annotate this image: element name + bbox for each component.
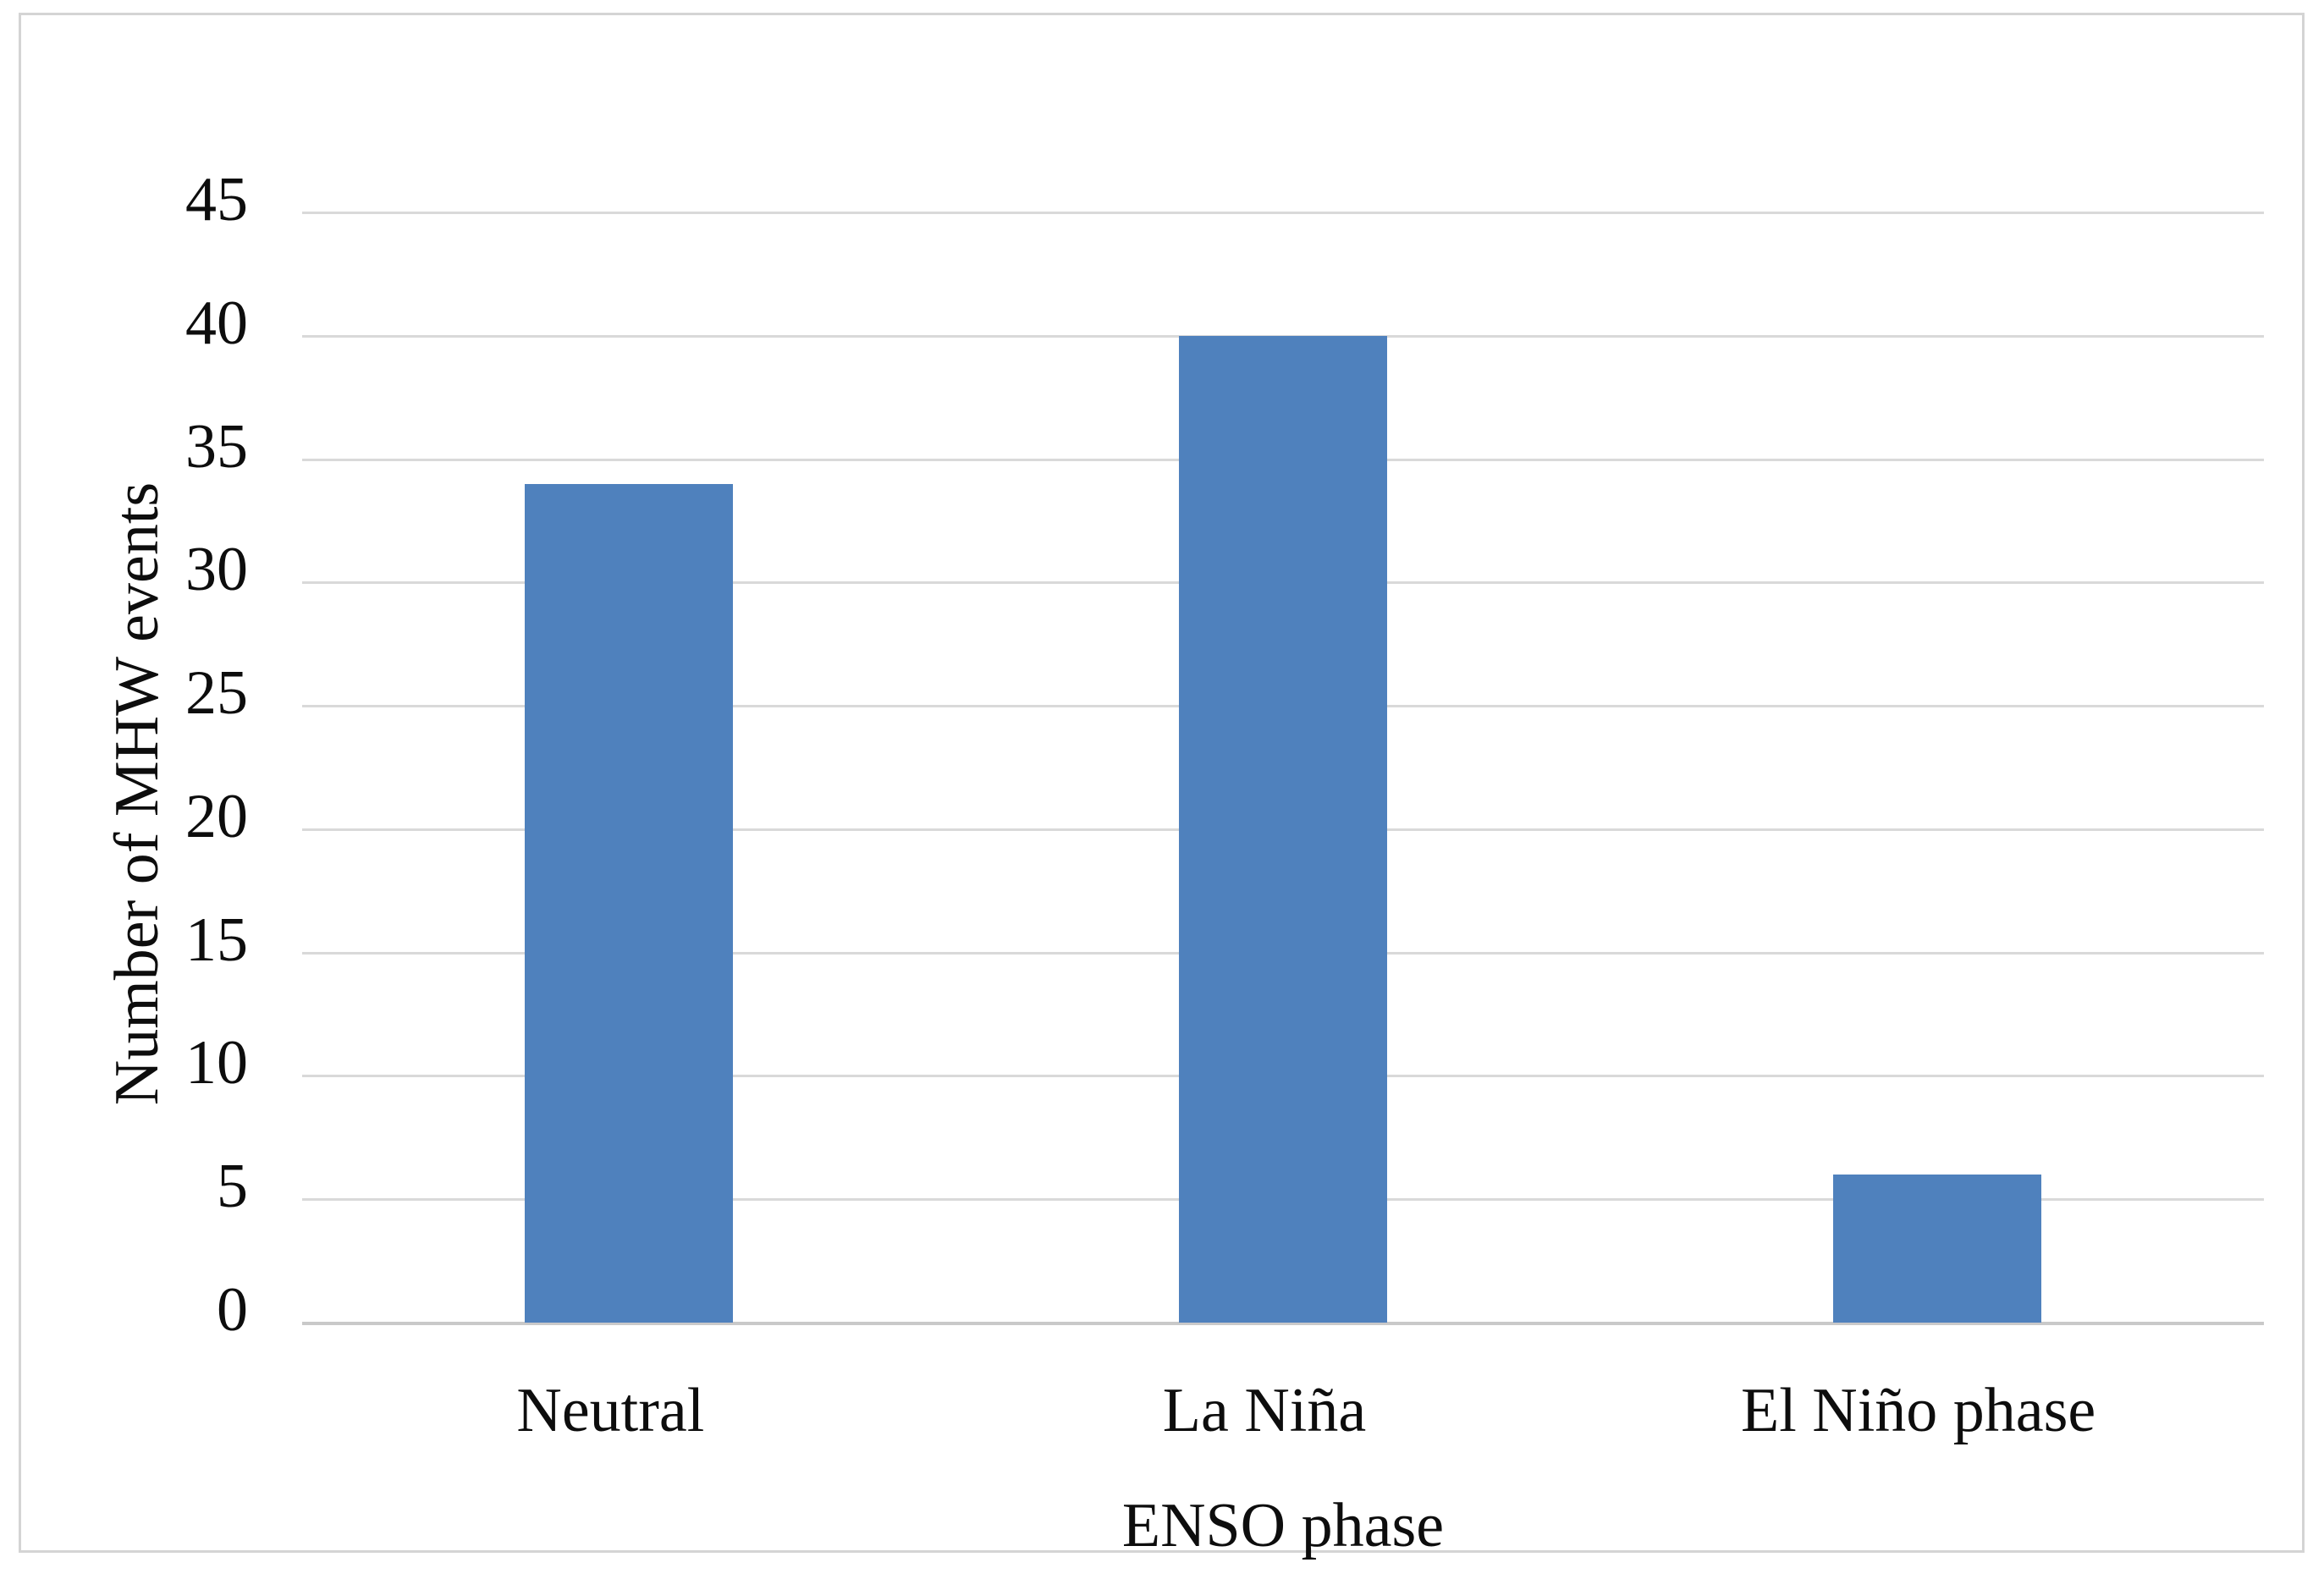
bar-el-ni-o-phase	[1832, 1175, 2041, 1323]
gridline-45	[302, 212, 2264, 214]
y-tick-label-0: 0	[217, 1275, 248, 1345]
bar-neutral	[525, 483, 734, 1323]
y-tick-label-10: 10	[185, 1028, 248, 1098]
chart-frame: Number of MHW events 0 5 10 15 20 25 30 35 40 45 …	[19, 13, 2305, 1560]
y-tick-label-35: 35	[185, 411, 248, 481]
x-category-label-neutral: Neutral	[516, 1376, 705, 1445]
y-tick-label-25: 25	[185, 658, 248, 729]
x-axis-title: ENSO phase	[1121, 1491, 1445, 1560]
y-tick-label-15: 15	[185, 905, 248, 975]
y-tick-label-40: 40	[185, 288, 248, 358]
plot-area	[302, 212, 2264, 1325]
y-tick-label-20: 20	[185, 781, 248, 851]
y-tick-label-30: 30	[185, 535, 248, 605]
gridline-0	[302, 1322, 2264, 1325]
y-tick-label-45: 45	[185, 165, 248, 234]
y-tick-label-5: 5	[217, 1152, 248, 1222]
x-category-label-el-ni-o-phase: El Niño phase	[1741, 1376, 2096, 1445]
bar-la-ni-a	[1179, 335, 1387, 1323]
x-category-label-la-ni-a: La Niña	[1162, 1376, 1367, 1445]
